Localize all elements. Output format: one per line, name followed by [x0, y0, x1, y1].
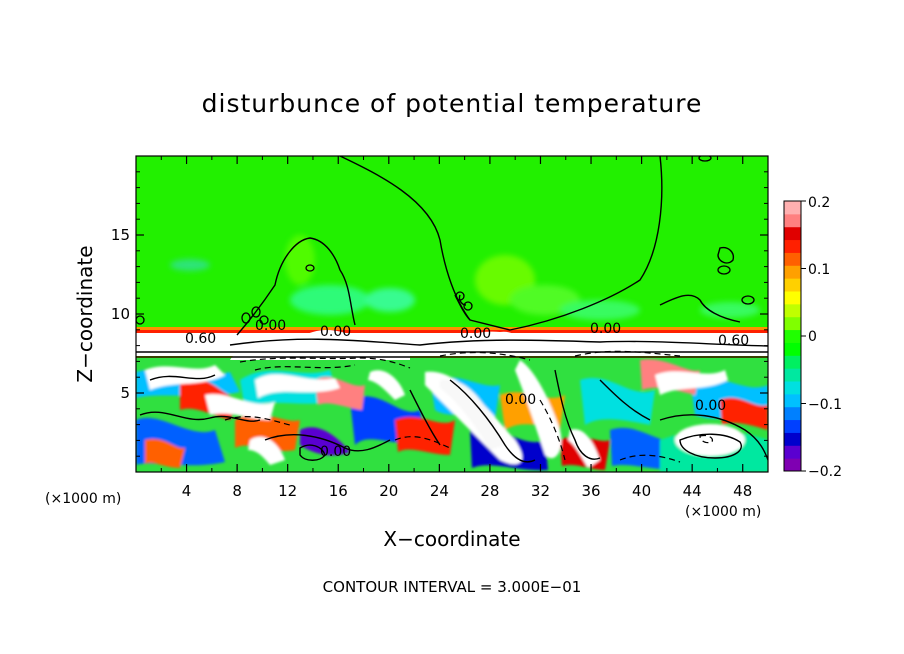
contour-label: 0.60 — [185, 331, 216, 347]
colorbar-tick-label: −0.2 — [808, 464, 842, 480]
contour-label: 0.00 — [320, 444, 351, 460]
inversion-red — [136, 330, 768, 333]
x-tick-label: 12 — [278, 482, 297, 500]
colorbar-frame — [783, 200, 802, 472]
inversion-orange — [136, 327, 768, 330]
x-tick-label: 4 — [182, 482, 192, 500]
contour-label: 0.60 — [718, 333, 749, 349]
x-tick-label: 20 — [379, 482, 398, 500]
colorbar-tick-label: 0.2 — [808, 195, 830, 211]
colorbar-swatch — [784, 406, 801, 421]
contour-label: 0.00 — [590, 321, 621, 337]
colorbar-swatch — [784, 278, 801, 292]
x-tick-label: 44 — [683, 482, 702, 500]
colorbar-swatch — [784, 303, 801, 318]
colorbar-swatch — [784, 419, 801, 433]
contour-lines-dashed — [224, 350, 713, 463]
x-tick-label: 36 — [581, 482, 600, 500]
colorbar-swatch — [784, 213, 801, 228]
colorbar-swatch — [784, 445, 801, 459]
colorbar-swatch — [784, 368, 801, 382]
colorbar-swatch — [784, 239, 801, 253]
contour-label: 0.00 — [255, 318, 286, 334]
x-tick-label: 48 — [733, 482, 752, 500]
contour-lines — [136, 156, 768, 463]
colorbar-swatch — [784, 265, 801, 279]
colorbar-swatch — [784, 252, 801, 266]
colorbar-tick-label: 0.1 — [808, 262, 830, 278]
colorbar-swatch — [784, 201, 801, 215]
colorbar-swatch — [784, 393, 801, 408]
colorbar-labels: 0.2 0.1 0 −0.1 −0.2 — [808, 195, 842, 480]
contour-interval-note: CONTOUR INTERVAL = 3.000E−01 — [323, 578, 582, 596]
x-axis-title: X−coordinate — [383, 527, 520, 551]
x-tick-label: 28 — [480, 482, 499, 500]
x-tick-label: 24 — [430, 482, 449, 500]
colorbar-swatch — [784, 291, 801, 305]
contour-label: 0.00 — [505, 392, 536, 408]
colorbar-swatch — [784, 329, 801, 343]
small-contours — [136, 156, 755, 325]
y-axis-title: Z−coordinate — [73, 245, 97, 382]
colorbar — [784, 200, 806, 472]
x-unit-right: (×1000 m) — [685, 504, 761, 520]
contour-label: 0.00 — [320, 324, 351, 340]
plot-area — [136, 156, 768, 472]
contour-labels: 0.60 0.00 0.00 0.00 0.00 0.00 0.60 0.00 … — [185, 318, 749, 460]
y-tick-label: 15 — [111, 226, 130, 244]
colorbar-swatch — [784, 432, 801, 446]
colorbar-swatch — [784, 226, 801, 241]
colorbar-swatch — [784, 342, 801, 356]
contour-label: 0.00 — [460, 326, 491, 342]
y-tick-label: 10 — [111, 305, 130, 323]
colorbar-tick-label: −0.1 — [808, 397, 842, 413]
lower-field — [136, 358, 768, 472]
chart-title: disturbunce of potential temperature — [202, 89, 703, 118]
contour-label: 0.00 — [695, 398, 726, 414]
colorbar-swatch — [784, 316, 801, 331]
colorbar-tick-label: 0 — [808, 329, 817, 345]
colorbar-swatch — [784, 381, 801, 395]
y-axis: 5 10 15 — [111, 171, 768, 457]
x-tick-label: 32 — [531, 482, 550, 500]
x-axis: 4 8 12 16 20 24 28 32 36 40 44 48 — [160, 156, 752, 500]
x-tick-label: 8 — [232, 482, 242, 500]
x-unit-left: (×1000 m) — [45, 491, 121, 507]
x-tick-label: 16 — [329, 482, 348, 500]
colorbar-swatch — [784, 355, 801, 369]
x-tick-label: 40 — [632, 482, 651, 500]
colorbar-swatch — [784, 458, 801, 472]
y-tick-label: 5 — [120, 384, 130, 402]
